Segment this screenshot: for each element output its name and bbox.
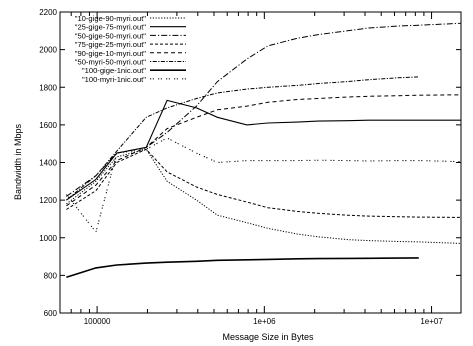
series-line-3 bbox=[66, 22, 462, 197]
series-line-4 bbox=[66, 148, 462, 218]
x-tick-label: 1e+07 bbox=[420, 317, 443, 326]
y-tick-label: 1600 bbox=[39, 121, 57, 130]
y-tick-label: 1000 bbox=[39, 234, 57, 243]
series-line-1 bbox=[66, 148, 462, 244]
axes-layer: 600 800 1000 1200 1400 1600 1800 2000 2200 100000… bbox=[39, 8, 462, 326]
x-tick-label: 100000 bbox=[84, 317, 111, 326]
legend-label: "25-gige-75-myri.out" bbox=[75, 23, 147, 32]
y-tick-label: 1400 bbox=[39, 159, 57, 168]
legend-label: "50-myri-50-myri.out" bbox=[75, 58, 147, 67]
legend-label: "100-myri-1nic.out" bbox=[82, 75, 146, 84]
legend: "10-gige-90-myri.out""25-gige-75-myri.ou… bbox=[75, 14, 186, 84]
x-tick-label: 1e+06 bbox=[253, 317, 276, 326]
series-line-5 bbox=[66, 94, 462, 207]
y-tick-label: 1800 bbox=[39, 83, 57, 92]
legend-label: "90-gige-10-myri.out" bbox=[75, 49, 147, 58]
legend-label: "75-gige-25-myri.out" bbox=[75, 40, 147, 49]
series-line-7 bbox=[66, 257, 419, 279]
y-axis-label: Bandwidth in Mbps bbox=[13, 123, 23, 200]
series-layer bbox=[66, 22, 462, 279]
y-tick-label: 800 bbox=[44, 271, 58, 280]
series-line-6 bbox=[66, 76, 419, 201]
series-line-8 bbox=[66, 137, 462, 234]
y-tick-label: 1200 bbox=[39, 196, 57, 205]
legend-label: "100-gige-1nic.out" bbox=[82, 66, 146, 75]
legend-label: "50-gige-50-myri.out" bbox=[75, 31, 147, 40]
y-tick-label: 600 bbox=[44, 309, 58, 318]
legend-label: "10-gige-90-myri.out" bbox=[75, 14, 147, 23]
y-tick-label: 2200 bbox=[39, 8, 57, 17]
x-axis-label: Message Size in Bytes bbox=[222, 332, 314, 342]
y-tick-label: 2000 bbox=[39, 46, 57, 55]
